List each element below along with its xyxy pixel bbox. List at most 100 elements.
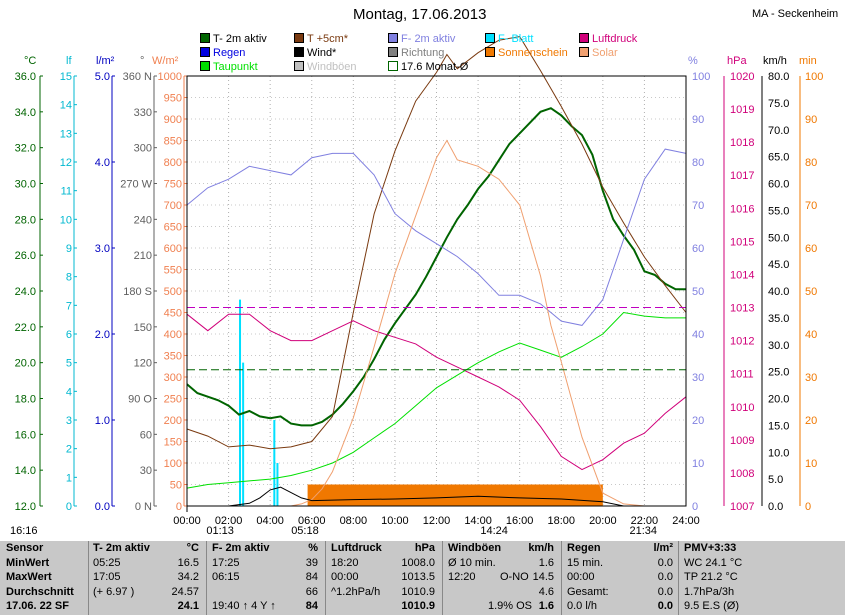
legend-label: T +5cm*: [307, 33, 349, 45]
legend-swatch: [294, 61, 304, 71]
stats-pmv-row: TP 21.2 °C: [684, 571, 738, 583]
solar-tick-label: 450: [164, 308, 182, 320]
sun-tick-label: 100: [805, 71, 823, 83]
press-tick-label: 1013: [730, 303, 754, 315]
press-tick-label: 1016: [730, 203, 754, 215]
solar-tick-label: 800: [164, 157, 182, 169]
legend-item: F- Blatt: [485, 33, 533, 45]
legend-swatch: [485, 33, 495, 43]
series-line-solar: [187, 139, 686, 507]
stats-row-label: MaxWert: [6, 571, 52, 583]
stats-hum-value: 66: [305, 585, 318, 598]
stats-press-value: 1008.0: [401, 556, 435, 569]
legend-label: Richtung: [401, 47, 445, 59]
wind-tick-label: 55.0: [768, 205, 789, 217]
sun-tick-label: 20: [805, 415, 817, 427]
legend-item: Taupunkt: [200, 61, 258, 73]
temp-tick-label: 20.0: [15, 358, 36, 370]
stats-hum-value: 84: [305, 600, 318, 612]
legend-item: F- 2m aktiv: [388, 33, 455, 45]
stats-hum-unit: %: [308, 542, 318, 554]
time-tick-label: 10:00: [381, 515, 409, 527]
sun-tick-label: 50: [805, 286, 817, 298]
stats-press-value: 1010.9: [401, 585, 435, 598]
legend-swatch: [579, 33, 589, 43]
temp-tick-label: 14.0: [15, 465, 36, 477]
wet-tick-label: 7: [66, 300, 72, 312]
press-tick-label: 1007: [730, 501, 754, 513]
legend-item: Luftdruck: [579, 33, 637, 45]
solar-tick-label: 950: [164, 93, 182, 105]
wet-tick-label: 6: [66, 329, 72, 341]
solar-tick-label: 250: [164, 394, 182, 406]
wet-tick-label: 3: [66, 415, 72, 427]
wet-tick-label: 1: [66, 472, 72, 484]
legend-item: Windböen: [294, 61, 357, 73]
stats-rain-value: 0.0: [657, 600, 673, 612]
press-tick-label: 1008: [730, 468, 754, 480]
wet-tick-label: 12: [60, 157, 72, 169]
legend-swatch: [388, 61, 398, 71]
solar-tick-label: 350: [164, 351, 182, 363]
time-tick-label: 12:00: [423, 515, 451, 527]
solar-tick-label: 0: [176, 501, 182, 513]
stats-rain-time: 00:00: [567, 571, 595, 583]
wind-tick-label: 40.0: [768, 286, 789, 298]
stats-temp-value: 34.2: [177, 571, 199, 583]
stats-gust-time: Ø 10 min.: [448, 556, 496, 569]
stats-pmv-col: PMV+3:33 WC 24.1 °C TP 21.2 °C 1.7hPa/3h…: [684, 541, 794, 615]
hum-tick-label: 40: [692, 329, 704, 341]
stats-temp-value: 24.57: [171, 585, 199, 598]
axis-unit: min: [799, 55, 817, 67]
time-tick-label: 14:00: [464, 515, 492, 527]
temp-tick-label: 32.0: [15, 143, 36, 155]
dir-tick-label: 120: [134, 358, 152, 370]
legend-label: F- 2m aktiv: [401, 33, 456, 45]
press-tick-label: 1018: [730, 137, 754, 149]
press-tick-label: 1011: [730, 369, 754, 381]
wind-tick-label: 45.0: [768, 259, 789, 271]
wet-tick-label: 5: [66, 358, 72, 370]
series-line-t-5cm-: [186, 36, 687, 450]
stats-hum-value: 39: [305, 556, 318, 569]
stats-temp-value: 24.1: [177, 600, 199, 612]
wet-tick-label: 15: [60, 71, 72, 83]
grid-layer: [186, 75, 687, 507]
stats-press-value: 1010.9: [401, 600, 435, 612]
wind-tick-label: 80.0: [768, 71, 789, 83]
legend-swatch: [579, 47, 589, 57]
legend-label: Wind*: [307, 47, 337, 59]
solar-tick-label: 400: [164, 329, 182, 341]
stats-temp-time: 17:05: [93, 571, 121, 583]
dir-tick-label: 270 W: [120, 179, 152, 191]
wind-tick-label: 65.0: [768, 152, 789, 164]
wet-tick-label: 11: [61, 186, 72, 198]
time-tick-label: 16:00: [506, 515, 534, 527]
temp-tick-label: 18.0: [15, 394, 36, 406]
series-line-wind-: [187, 486, 686, 507]
stats-rain-time: 0.0 l/h: [567, 600, 597, 612]
dir-tick-label: 60: [140, 429, 152, 441]
stats-row-label: MinWert: [6, 556, 50, 569]
sun-tick-label: 0: [805, 501, 811, 513]
solar-tick-label: 100: [164, 458, 182, 470]
wet-tick-label: 4: [66, 386, 72, 398]
hum-tick-label: 100: [692, 71, 710, 83]
stats-rain-value: 0.0: [657, 556, 673, 569]
time-mark: 16:16: [10, 525, 38, 537]
axis-unit: lf: [66, 55, 72, 67]
legend-item: 17.6 Monat-Ø: [388, 61, 468, 73]
legend-label: Sonnenschein: [498, 47, 568, 59]
solar-tick-label: 900: [164, 114, 182, 126]
series-layer: [186, 36, 687, 507]
weather-chart: 36.034.032.030.028.026.024.022.020.018.0…: [15, 36, 823, 527]
wind-tick-label: 25.0: [768, 367, 789, 379]
stats-pmv-head: PMV+3:33: [684, 542, 737, 554]
bars-layer: [239, 299, 603, 506]
rain-tick-label: 5.0: [95, 71, 110, 83]
hum-tick-label: 80: [692, 157, 704, 169]
legend-swatch: [200, 47, 210, 57]
temp-tick-label: 12.0: [15, 501, 36, 513]
stats-gust-value: 14.5: [532, 571, 554, 583]
wind-tick-label: 30.0: [768, 340, 789, 352]
